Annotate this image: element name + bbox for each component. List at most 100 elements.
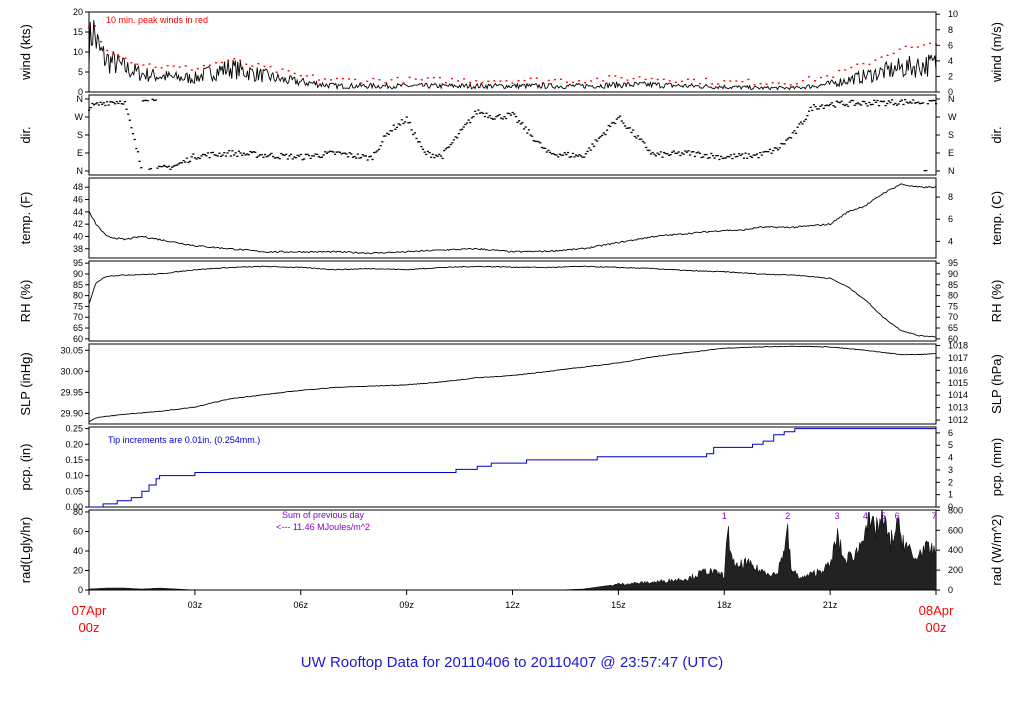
dir-mark bbox=[550, 153, 553, 155]
hour-marker-4: 4 bbox=[863, 511, 868, 521]
dir-mark bbox=[241, 154, 244, 156]
dir-mark bbox=[211, 151, 214, 154]
dir-mark bbox=[340, 153, 343, 155]
gust-mark bbox=[323, 78, 326, 80]
dir-mark bbox=[351, 156, 355, 158]
panel-rh: RH (%) RH (%)6065707580859095606570758085… bbox=[18, 258, 1004, 344]
gust-mark bbox=[590, 80, 593, 82]
ylabel-right-rad: rad (W/m^2) bbox=[989, 514, 1004, 585]
ytick-label-right: 85 bbox=[948, 280, 958, 290]
dir-mark bbox=[659, 151, 662, 153]
dir-mark bbox=[612, 121, 615, 124]
ytick-label: 0.10 bbox=[65, 471, 83, 481]
dir-mark bbox=[213, 154, 216, 156]
gust-mark bbox=[868, 63, 871, 66]
dir-mark bbox=[662, 151, 666, 154]
dir-mark bbox=[793, 130, 796, 132]
gust-mark bbox=[481, 81, 484, 84]
dir-mark bbox=[817, 108, 820, 110]
dir-mark bbox=[167, 165, 171, 167]
dir-mark bbox=[783, 143, 786, 145]
dir-mark bbox=[884, 104, 887, 107]
dir-mark bbox=[433, 156, 436, 159]
ytick-label: 80 bbox=[73, 291, 83, 301]
dir-mark bbox=[397, 123, 400, 125]
ytick-label-right: 6 bbox=[948, 40, 953, 50]
dir-mark bbox=[518, 120, 521, 122]
dir-mark bbox=[719, 155, 723, 158]
dir-mark bbox=[441, 157, 444, 160]
dir-mark bbox=[775, 147, 778, 149]
dir-mark bbox=[361, 154, 364, 156]
dir-mark bbox=[131, 133, 135, 135]
panel-frame-slp bbox=[88, 343, 937, 425]
dir-mark bbox=[698, 152, 702, 155]
dir-mark bbox=[350, 153, 353, 155]
dir-mark bbox=[184, 161, 187, 163]
dir-mark bbox=[291, 158, 294, 160]
dir-mark bbox=[148, 168, 151, 170]
dir-mark bbox=[605, 129, 609, 131]
hour-marker-5: 5 bbox=[881, 511, 886, 521]
dir-mark bbox=[918, 102, 921, 105]
dir-mark bbox=[136, 151, 140, 153]
dir-mark bbox=[513, 113, 516, 115]
dir-mark bbox=[620, 120, 623, 122]
ytick-label: 5 bbox=[78, 67, 83, 77]
gust-mark bbox=[311, 74, 314, 76]
dir-mark bbox=[702, 156, 705, 158]
radiation-area bbox=[89, 510, 936, 590]
dir-mark bbox=[487, 116, 490, 119]
gust-mark bbox=[856, 63, 859, 65]
dir-mark bbox=[851, 99, 855, 102]
dir-mark bbox=[534, 140, 537, 142]
gust-mark bbox=[154, 66, 157, 68]
dir-mark bbox=[780, 142, 783, 145]
dir-mark bbox=[814, 106, 817, 108]
dir-mark bbox=[667, 154, 671, 157]
dir-mark bbox=[731, 157, 734, 160]
gust-mark bbox=[517, 80, 520, 82]
dir-mark bbox=[413, 132, 416, 134]
dir-mark bbox=[304, 153, 307, 156]
dir-mark bbox=[874, 101, 877, 103]
dir-mark bbox=[514, 115, 517, 118]
gust-mark bbox=[777, 82, 780, 84]
gust-mark bbox=[396, 76, 399, 79]
gust-mark bbox=[88, 26, 90, 28]
dir-mark bbox=[177, 163, 180, 165]
ytick-label: 75 bbox=[73, 301, 83, 311]
ytick-label-right: 2 bbox=[948, 477, 953, 487]
gust-mark bbox=[529, 77, 532, 79]
gust-mark bbox=[656, 78, 659, 81]
dir-mark bbox=[171, 166, 174, 168]
dir-mark bbox=[695, 152, 698, 154]
dir-mark bbox=[355, 157, 358, 159]
dir-mark bbox=[578, 154, 581, 156]
ytick-label: 0.15 bbox=[65, 455, 83, 465]
gust-mark bbox=[807, 76, 810, 78]
gust-mark bbox=[832, 76, 835, 79]
dir-mark bbox=[459, 129, 462, 131]
dir-mark bbox=[747, 153, 750, 155]
dir-mark bbox=[602, 132, 605, 134]
dir-mark bbox=[843, 104, 846, 107]
dir-mark bbox=[899, 100, 902, 103]
gust-mark bbox=[118, 55, 121, 58]
dir-mark bbox=[778, 147, 781, 149]
end-time-label: 00z bbox=[926, 620, 947, 635]
dir-mark bbox=[166, 166, 169, 168]
dir-mark bbox=[223, 152, 226, 154]
dir-mark bbox=[742, 157, 745, 159]
dir-mark bbox=[192, 153, 195, 155]
dir-mark bbox=[584, 153, 587, 155]
dir-mark bbox=[829, 103, 832, 106]
gust-mark bbox=[130, 62, 133, 64]
gust-mark bbox=[602, 80, 605, 82]
gust-mark bbox=[384, 82, 387, 84]
gust-mark bbox=[432, 76, 435, 79]
gust-mark bbox=[275, 71, 278, 73]
ytick-label: 95 bbox=[73, 258, 83, 268]
gust-mark bbox=[505, 80, 508, 82]
gust-mark bbox=[426, 77, 429, 79]
